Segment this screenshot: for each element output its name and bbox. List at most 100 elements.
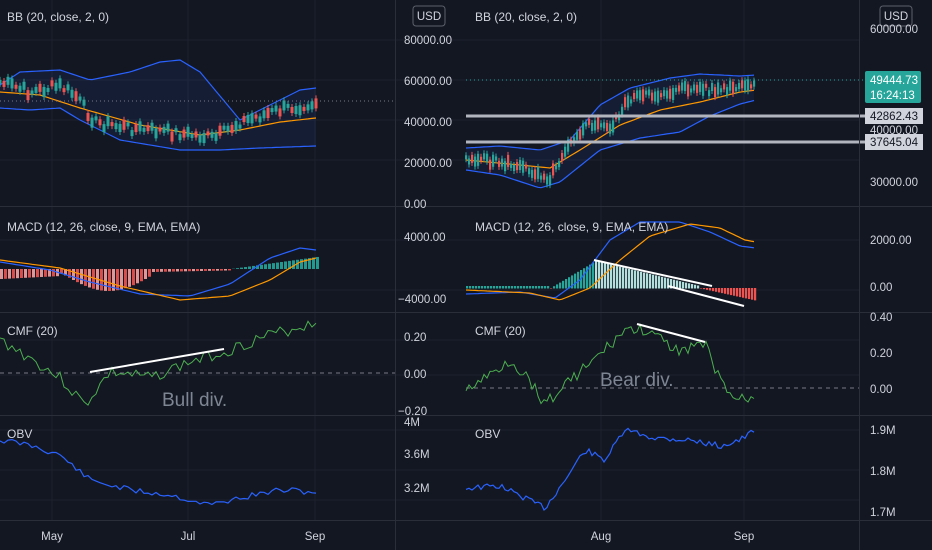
right-macd-hist-24	[538, 286, 541, 289]
left-candle-1	[2, 80, 6, 87]
left-bb-basis	[0, 91, 317, 136]
right-candle-19	[522, 160, 525, 173]
left-macd-hist-19	[76, 269, 79, 283]
right-candle-46	[603, 122, 606, 129]
right-macd-hist-96	[754, 288, 757, 301]
right-candle-43	[594, 120, 597, 131]
right-candle-87	[726, 87, 729, 96]
right-candle-3	[474, 156, 477, 167]
left-macd-hist-48	[192, 269, 195, 272]
right-macd-hist-35	[571, 275, 574, 289]
left-macd-hist-70	[280, 262, 283, 269]
right-macd-hist-5	[481, 286, 484, 289]
left-macd-hist-9	[36, 269, 39, 278]
left-macd-hist-27	[108, 269, 111, 291]
left-macd-hist-62	[248, 266, 251, 269]
left-time-tick-1: Jul	[181, 531, 196, 543]
right-bb-label: BB (20, close, 2, 0)	[475, 10, 577, 24]
left-candle-22	[86, 112, 90, 121]
left-candle-76	[302, 106, 306, 111]
left-macd-hist-3	[12, 269, 15, 279]
right-macd-hist-57	[637, 271, 640, 289]
left-macd-hist-46	[184, 269, 187, 272]
left-macd-hist-76	[304, 258, 307, 269]
right-macd-hist-68	[670, 279, 673, 289]
left-candle-38	[150, 122, 154, 131]
left-macd-hist-2	[8, 269, 11, 279]
right-macd-hist-48	[610, 264, 613, 289]
right-candle-57	[636, 90, 639, 99]
left-usd-badge[interactable]: USD	[412, 5, 446, 27]
right-macd-hist-50	[616, 266, 619, 289]
left-bb-lower	[0, 107, 317, 151]
left-candle-29	[114, 123, 118, 130]
right-macd-hist-12	[502, 286, 505, 289]
left-candle-62	[246, 114, 250, 123]
right-candle-41	[588, 118, 591, 125]
left-obv-tick-0: 4M	[404, 417, 420, 429]
left-candle-30	[118, 124, 122, 133]
right-candle-53	[624, 97, 627, 108]
right-candle-88	[729, 80, 732, 91]
right-candle-14	[507, 154, 510, 167]
right-candle-45	[600, 123, 603, 128]
right-usd-badge[interactable]: USD	[879, 5, 913, 27]
left-candle-63	[250, 113, 254, 124]
right-macd-hist-6	[484, 286, 487, 289]
left-macd-hist-12	[48, 269, 51, 277]
left-cmf-tick-0: 0.20	[404, 332, 426, 344]
right-candle-69	[672, 87, 675, 100]
right-candle-26	[543, 173, 546, 180]
left-candle-7	[26, 90, 30, 101]
right-obv-tick-1: 1.8M	[870, 466, 896, 478]
left-candle-68	[270, 108, 274, 113]
right-macd-hist-11	[499, 286, 502, 289]
right-candle-77	[696, 84, 699, 93]
right-macd-hist-89	[733, 288, 736, 296]
left-price-tick-2: 40000.00	[404, 117, 452, 129]
left-cmf-tick-1: 0.00	[404, 369, 426, 381]
right-macd-hist-2	[472, 286, 475, 289]
right-candle-66	[663, 90, 666, 97]
left-obv-line	[0, 438, 317, 506]
right-time-tick-0: Aug	[591, 531, 611, 543]
left-usd-label: USD	[417, 11, 441, 23]
right-candle-17	[516, 162, 519, 171]
left-macd-hist-45	[180, 269, 183, 272]
right-macd-hist-61	[649, 273, 652, 289]
right-macd-hist-56	[634, 270, 637, 289]
left-macd-hist-5	[20, 269, 23, 278]
left-candle-36	[142, 127, 146, 132]
left-macd-hist-79	[316, 256, 319, 269]
right-candle-60	[645, 90, 648, 95]
left-macd-hist-61	[244, 267, 247, 269]
right-macd-hist-86	[724, 288, 727, 294]
right-candle-39	[582, 123, 585, 136]
right-bb-upper	[465, 73, 755, 151]
left-macd-hist-40	[160, 269, 163, 272]
left-candle-72	[286, 103, 290, 108]
left-macd-hist-56	[224, 269, 227, 271]
left-candle-61	[242, 116, 246, 123]
left-candle-71	[282, 100, 286, 111]
left-macd-hist-29	[116, 269, 119, 291]
left-candle-34	[134, 124, 138, 133]
right-candle-64	[657, 90, 660, 103]
right-macd-hist-87	[727, 288, 730, 295]
right-candle-78	[699, 81, 702, 92]
left-macd-hist-50	[200, 269, 203, 271]
right-macd-hist-10	[496, 286, 499, 289]
right-macd-hist-8	[490, 286, 493, 289]
left-candle-52	[206, 131, 210, 136]
left-macd-hist-75	[300, 259, 303, 269]
left-macd-hist-49	[196, 269, 199, 272]
left-price-tick-0: 80000.00	[404, 35, 452, 47]
right-cmf-tick-0: 0.40	[870, 312, 892, 324]
right-candle-40	[585, 122, 588, 127]
right-candle-86	[723, 83, 726, 90]
left-macd-hist-4	[16, 269, 19, 279]
right-macd-hist-18	[520, 286, 523, 289]
right-annotation-bear-div: Bear div.	[600, 370, 674, 391]
